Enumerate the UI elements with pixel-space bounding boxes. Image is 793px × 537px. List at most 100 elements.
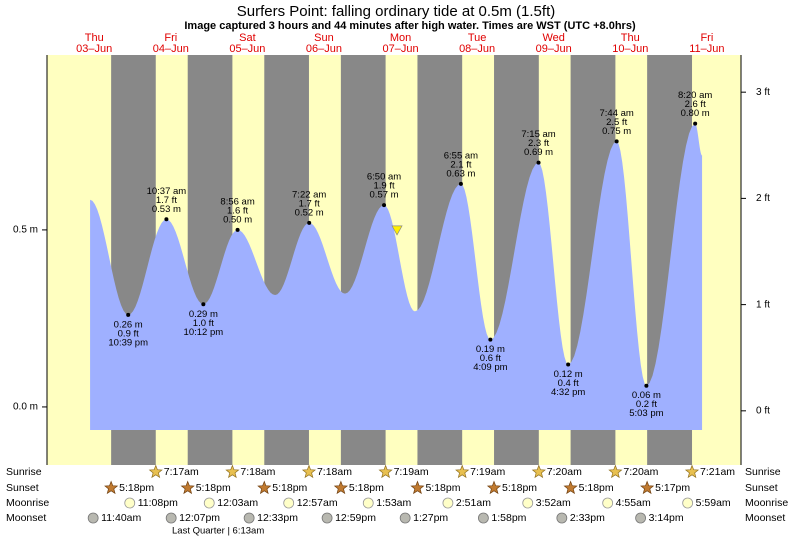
- event-time: 4:55am: [616, 497, 651, 509]
- date-label: 11–Jun: [689, 43, 724, 55]
- time-label: 8:56 am: [220, 196, 254, 207]
- extreme-point: [201, 302, 206, 307]
- event-time: 5:18pm: [196, 482, 231, 494]
- sun-icon: [640, 480, 655, 495]
- extreme-point: [235, 227, 240, 232]
- time-label: 10:37 am: [147, 186, 187, 197]
- extreme-point: [458, 181, 463, 186]
- time-label: 7:22 am: [292, 189, 326, 200]
- date-label: 07–Jun: [382, 43, 418, 55]
- moon-icon: [556, 512, 568, 524]
- row-label-left: Moonrise: [6, 497, 49, 509]
- date-label: 03–Jun: [76, 43, 112, 55]
- event-time: 1:27pm: [413, 512, 448, 524]
- moon-icon: [165, 512, 177, 524]
- event-time: 5:18pm: [425, 482, 460, 494]
- time-label: 7:44 am: [599, 108, 633, 119]
- moon-icon: [124, 497, 136, 509]
- time-label: 10:39 pm: [108, 337, 148, 348]
- date-label: 10–Jun: [612, 43, 648, 55]
- y-tick-label: 0.5 m: [13, 225, 38, 236]
- event-time: 5:18pm: [579, 482, 614, 494]
- m-label: 0.29 m: [189, 309, 218, 320]
- event-time: 3:52am: [536, 497, 571, 509]
- ft-label: 0.2 ft: [636, 399, 657, 410]
- ft-label: 0.9 ft: [118, 328, 139, 339]
- tide-area: [90, 123, 703, 430]
- weekday-label: Tue: [468, 32, 487, 44]
- time-label: 6:55 am: [444, 150, 478, 161]
- event-time: 5:59am: [696, 497, 731, 509]
- m-label: 0.52 m: [295, 207, 324, 218]
- m-label: 0.57 m: [370, 190, 399, 201]
- date-label: 05–Jun: [229, 43, 265, 55]
- weekday-label: Thu: [621, 32, 640, 44]
- weekday-label: Sat: [239, 32, 256, 44]
- row-label-right: Sunset: [745, 482, 778, 494]
- extreme-point: [307, 220, 312, 225]
- ft-label: 0.6 ft: [480, 353, 501, 364]
- weekday-label: Mon: [390, 32, 411, 44]
- extreme-point: [126, 312, 131, 317]
- time-label: 4:09 pm: [473, 362, 507, 373]
- event-time: 7:18am: [240, 466, 275, 478]
- event-time: 1:58pm: [491, 512, 526, 524]
- extreme-point: [644, 383, 649, 388]
- moon-icon: [602, 497, 614, 509]
- sun-icon: [608, 464, 623, 479]
- m-label: 0.06 m: [632, 390, 661, 401]
- sun-icon: [563, 480, 578, 495]
- moon-icon: [321, 512, 333, 524]
- moon-icon: [635, 512, 646, 524]
- ft-label: 0.4 ft: [558, 378, 579, 389]
- event-time: 5:18pm: [272, 482, 307, 494]
- ft-label: 1.6 ft: [227, 205, 248, 216]
- ft-label: 1.7 ft: [299, 198, 320, 209]
- sun-icon: [684, 464, 700, 479]
- sun-icon: [301, 464, 316, 479]
- event-time: 7:19am: [470, 466, 505, 478]
- time-label: 5:03 pm: [629, 408, 663, 419]
- event-time: 12:33pm: [257, 512, 298, 524]
- m-label: 0.19 m: [476, 344, 505, 355]
- time-label: 6:50 am: [367, 172, 401, 183]
- ft-label: 1.0 ft: [193, 318, 214, 329]
- ft-label: 2.3 ft: [528, 138, 549, 149]
- extreme-point: [488, 337, 493, 342]
- row-label-right: Moonset: [745, 512, 785, 524]
- sun-icon: [333, 480, 349, 495]
- sun-icon: [257, 480, 272, 495]
- ft-label: 1.7 ft: [156, 195, 177, 206]
- m-label: 0.69 m: [524, 147, 553, 158]
- sun-icon: [378, 464, 393, 479]
- event-time: 7:17am: [164, 466, 199, 478]
- event-time: 3:14pm: [649, 512, 684, 524]
- m-label: 0.53 m: [152, 204, 181, 215]
- m-label: 0.80 m: [681, 108, 710, 119]
- event-time: 1:53am: [376, 497, 411, 509]
- weekday-label: Thu: [85, 32, 104, 44]
- event-time: 12:03am: [217, 497, 258, 509]
- moon-icon: [87, 512, 99, 524]
- event-time: 12:57am: [297, 497, 338, 509]
- sun-icon: [410, 480, 425, 495]
- chart-subtitle: Image captured 3 hours and 44 minutes af…: [184, 20, 636, 32]
- extreme-point: [693, 121, 698, 126]
- time-label: 7:15 am: [521, 129, 555, 140]
- extreme-point: [382, 203, 387, 208]
- sun-icon: [486, 480, 502, 495]
- sun-icon: [225, 464, 240, 479]
- sun-icon: [531, 464, 546, 479]
- moon-icon: [203, 497, 215, 509]
- event-time: 5:18pm: [349, 482, 384, 494]
- ft-label: 2.6 ft: [685, 99, 706, 110]
- y2-tick-label: 0 ft: [756, 405, 770, 416]
- time-label: 4:32 pm: [551, 387, 585, 398]
- date-label: 06–Jun: [306, 43, 342, 55]
- m-label: 0.63 m: [446, 168, 475, 179]
- moon-icon: [399, 512, 411, 524]
- extreme-point: [536, 160, 541, 165]
- sun-icon: [104, 480, 119, 495]
- row-label-left: Moonset: [6, 512, 46, 524]
